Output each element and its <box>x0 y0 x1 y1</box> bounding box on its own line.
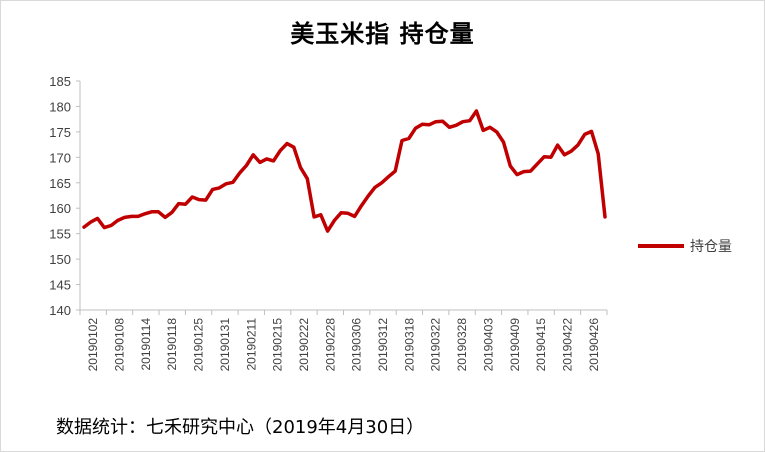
x-tick-label: 20190102 <box>86 318 100 372</box>
x-tick-label: 20190403 <box>481 318 495 372</box>
y-tick-label: 165 <box>49 176 71 191</box>
x-tick-label: 20190318 <box>402 318 416 372</box>
x-tick-label: 20190426 <box>587 318 601 372</box>
x-tick-label: 20190322 <box>429 318 443 372</box>
y-tick-label: 180 <box>49 99 71 114</box>
x-tick-label: 20190422 <box>560 318 574 372</box>
x-tick-label: 20190312 <box>376 318 390 372</box>
x-tick-label: 20190211 <box>244 318 258 371</box>
y-tick-label: 155 <box>49 227 71 242</box>
legend: 持仓量 <box>638 236 732 256</box>
legend-label: 持仓量 <box>690 239 732 255</box>
legend-swatch <box>638 244 684 248</box>
y-tick-label: 185 <box>49 74 71 89</box>
y-tick-label: 170 <box>49 150 71 165</box>
y-tick-label: 150 <box>49 252 71 267</box>
y-tick-label: 140 <box>49 303 71 318</box>
series-line <box>82 109 607 233</box>
x-tick-label: 20190114 <box>139 318 153 371</box>
x-axis: 20190102 20190108 20190114 20190118 20190125… <box>79 309 608 372</box>
x-tick-label: 20190328 <box>455 318 469 372</box>
x-tick-label: 20190108 <box>113 318 127 372</box>
x-tick-label: 20190409 <box>508 318 522 372</box>
x-tick-label: 20190215 <box>271 318 285 372</box>
y-tick-label: 160 <box>49 201 71 216</box>
chart-title: 美玉米指 持仓量 <box>290 20 475 48</box>
y-tick-label: 145 <box>49 278 71 293</box>
y-tick-label: 175 <box>49 125 71 140</box>
x-tick-label: 20190125 <box>192 318 206 372</box>
x-tick-label: 20190415 <box>534 318 548 372</box>
x-tick-label: 20190228 <box>323 318 337 372</box>
x-tick-label: 20190222 <box>297 318 311 372</box>
source-note: 数据统计：七禾研究中心（2019年4月30日） <box>56 417 425 438</box>
x-tick-label: 20190306 <box>350 318 364 372</box>
x-tick-label: 20190131 <box>218 318 232 372</box>
y-axis: 140 145 150 155 160 165 170 175 180 185 <box>49 74 81 318</box>
x-tick-label: 20190118 <box>165 318 179 371</box>
series-group <box>82 109 607 233</box>
